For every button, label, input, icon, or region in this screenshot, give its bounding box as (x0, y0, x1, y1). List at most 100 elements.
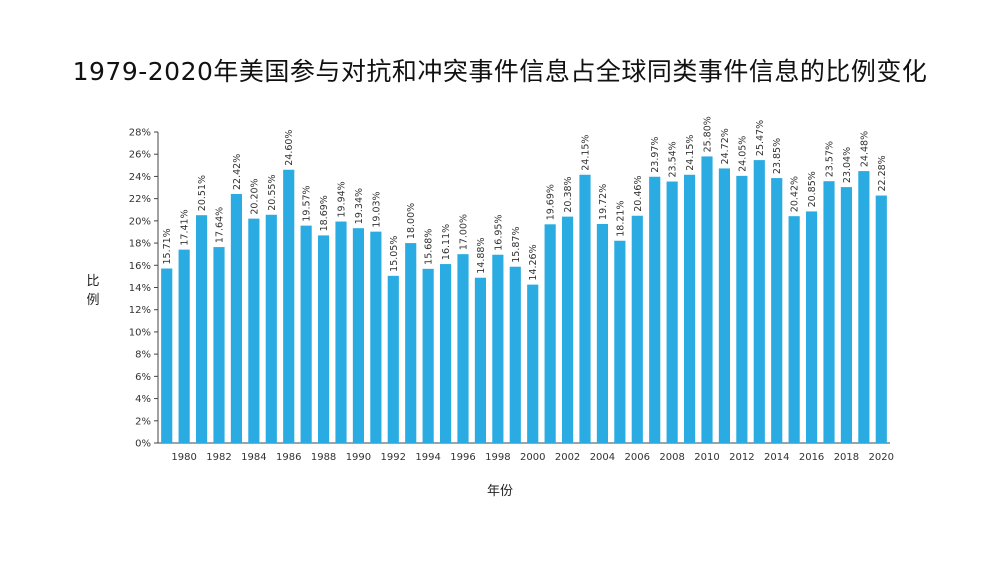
bar (474, 277, 487, 443)
x-tick-label: 2016 (799, 452, 824, 463)
x-tick-label: 1988 (311, 452, 336, 463)
bar-data-label: 19.57% (302, 185, 313, 221)
y-tick-label: 26% (129, 150, 151, 161)
bar (561, 216, 574, 443)
bar-data-label: 18.69% (319, 195, 330, 231)
bar (283, 169, 295, 443)
bar-data-label: 25.80% (703, 116, 714, 152)
x-tick-label: 2008 (659, 452, 684, 463)
bar-data-label: 23.85% (772, 138, 783, 174)
bar (527, 284, 539, 443)
bar (230, 193, 243, 443)
x-tick-label: 1980 (171, 452, 196, 463)
x-axis-label: 年份 (486, 484, 513, 499)
bar (579, 174, 591, 443)
x-tick-label: 1996 (450, 452, 475, 463)
bar-data-label: 20.46% (633, 176, 644, 212)
bar (195, 215, 208, 443)
y-tick-label: 2% (135, 416, 151, 427)
bar (439, 264, 452, 443)
bar-data-label: 19.03% (371, 191, 382, 227)
bar (370, 231, 382, 443)
bar (422, 268, 434, 443)
bar-data-label: 20.42% (790, 176, 801, 212)
bar-data-label: 14.88% (476, 237, 487, 273)
bar-data-label: 24.48% (859, 131, 870, 167)
x-tick-label: 2014 (764, 452, 789, 463)
bar-data-label: 24.15% (685, 135, 696, 171)
y-tick-label: 0% (135, 439, 151, 450)
bar (631, 215, 643, 443)
bar-data-label: 24.05% (737, 136, 748, 172)
y-tick-label: 8% (135, 350, 151, 361)
bar-data-label: 19.34% (354, 188, 365, 224)
bar-data-label: 16.95% (493, 214, 504, 250)
bar (596, 223, 609, 443)
bar (265, 214, 277, 443)
bar-data-label: 22.28% (877, 155, 888, 191)
y-tick-label: 20% (129, 216, 151, 227)
bar (405, 243, 417, 443)
bar-data-label: 20.55% (267, 175, 278, 211)
bar (683, 174, 696, 443)
bar (317, 235, 330, 443)
bar-data-label: 18.00% (406, 203, 417, 239)
bar (509, 266, 521, 443)
bar (649, 176, 661, 443)
bar-data-label: 23.97% (650, 137, 661, 173)
x-tick-label: 2010 (694, 452, 719, 463)
y-tick-label: 6% (135, 372, 151, 383)
bar-data-label: 15.05% (389, 236, 400, 272)
bar-data-label: 15.71% (162, 228, 173, 264)
bar (178, 249, 190, 443)
bar (161, 268, 173, 443)
x-tick-label: 1990 (346, 452, 371, 463)
bar-data-label: 20.85% (807, 171, 818, 207)
x-tick-label: 1982 (206, 452, 231, 463)
bar-data-label: 24.60% (284, 130, 295, 166)
y-tick-label: 18% (129, 239, 151, 250)
bar-data-label: 15.68% (424, 229, 435, 265)
bar-data-label: 24.72% (720, 128, 731, 164)
bar-data-label: 20.38% (563, 176, 574, 212)
bar (875, 195, 887, 443)
bar (300, 225, 312, 443)
bar-data-label: 23.04% (842, 147, 853, 183)
bar (771, 178, 783, 443)
chart-title: 1979-2020年美国参与对抗和冲突事件信息占全球同类事件信息的比例变化 (72, 57, 928, 86)
x-tick-label: 2018 (834, 452, 859, 463)
x-tick-label: 2020 (869, 452, 894, 463)
bar-data-label: 19.72% (598, 184, 609, 220)
x-tick-label: 2002 (555, 452, 580, 463)
bar (701, 156, 713, 443)
bar (823, 181, 835, 443)
bar (788, 216, 800, 443)
bar (248, 218, 260, 443)
x-tick-label: 2000 (520, 452, 545, 463)
bar-data-label: 23.54% (668, 141, 679, 177)
bar-data-label: 19.69% (546, 184, 557, 220)
bar-data-label: 17.41% (180, 209, 191, 245)
bar (718, 168, 731, 443)
bar-data-label: 19.94% (337, 181, 348, 217)
bar-data-label: 24.15% (581, 135, 592, 171)
bar (352, 228, 365, 443)
y-tick-label: 10% (129, 327, 151, 338)
bar-data-label: 20.51% (197, 175, 208, 211)
bar-data-label: 14.26% (528, 244, 539, 280)
bar-data-label: 17.00% (459, 214, 470, 250)
y-tick-label: 28% (129, 128, 151, 139)
bar-data-label: 23.57% (825, 141, 836, 177)
y-tick-label: 12% (129, 305, 151, 316)
bar-data-label: 15.87% (511, 226, 522, 262)
bar-data-label: 16.11% (441, 224, 452, 260)
x-tick-label: 1992 (381, 452, 406, 463)
x-tick-label: 1984 (241, 452, 266, 463)
x-tick-label: 2006 (625, 452, 650, 463)
x-tick-label: 1994 (415, 452, 440, 463)
bar (387, 275, 399, 443)
bar (544, 224, 556, 443)
y-tick-label: 22% (129, 194, 151, 205)
bar (736, 175, 748, 443)
